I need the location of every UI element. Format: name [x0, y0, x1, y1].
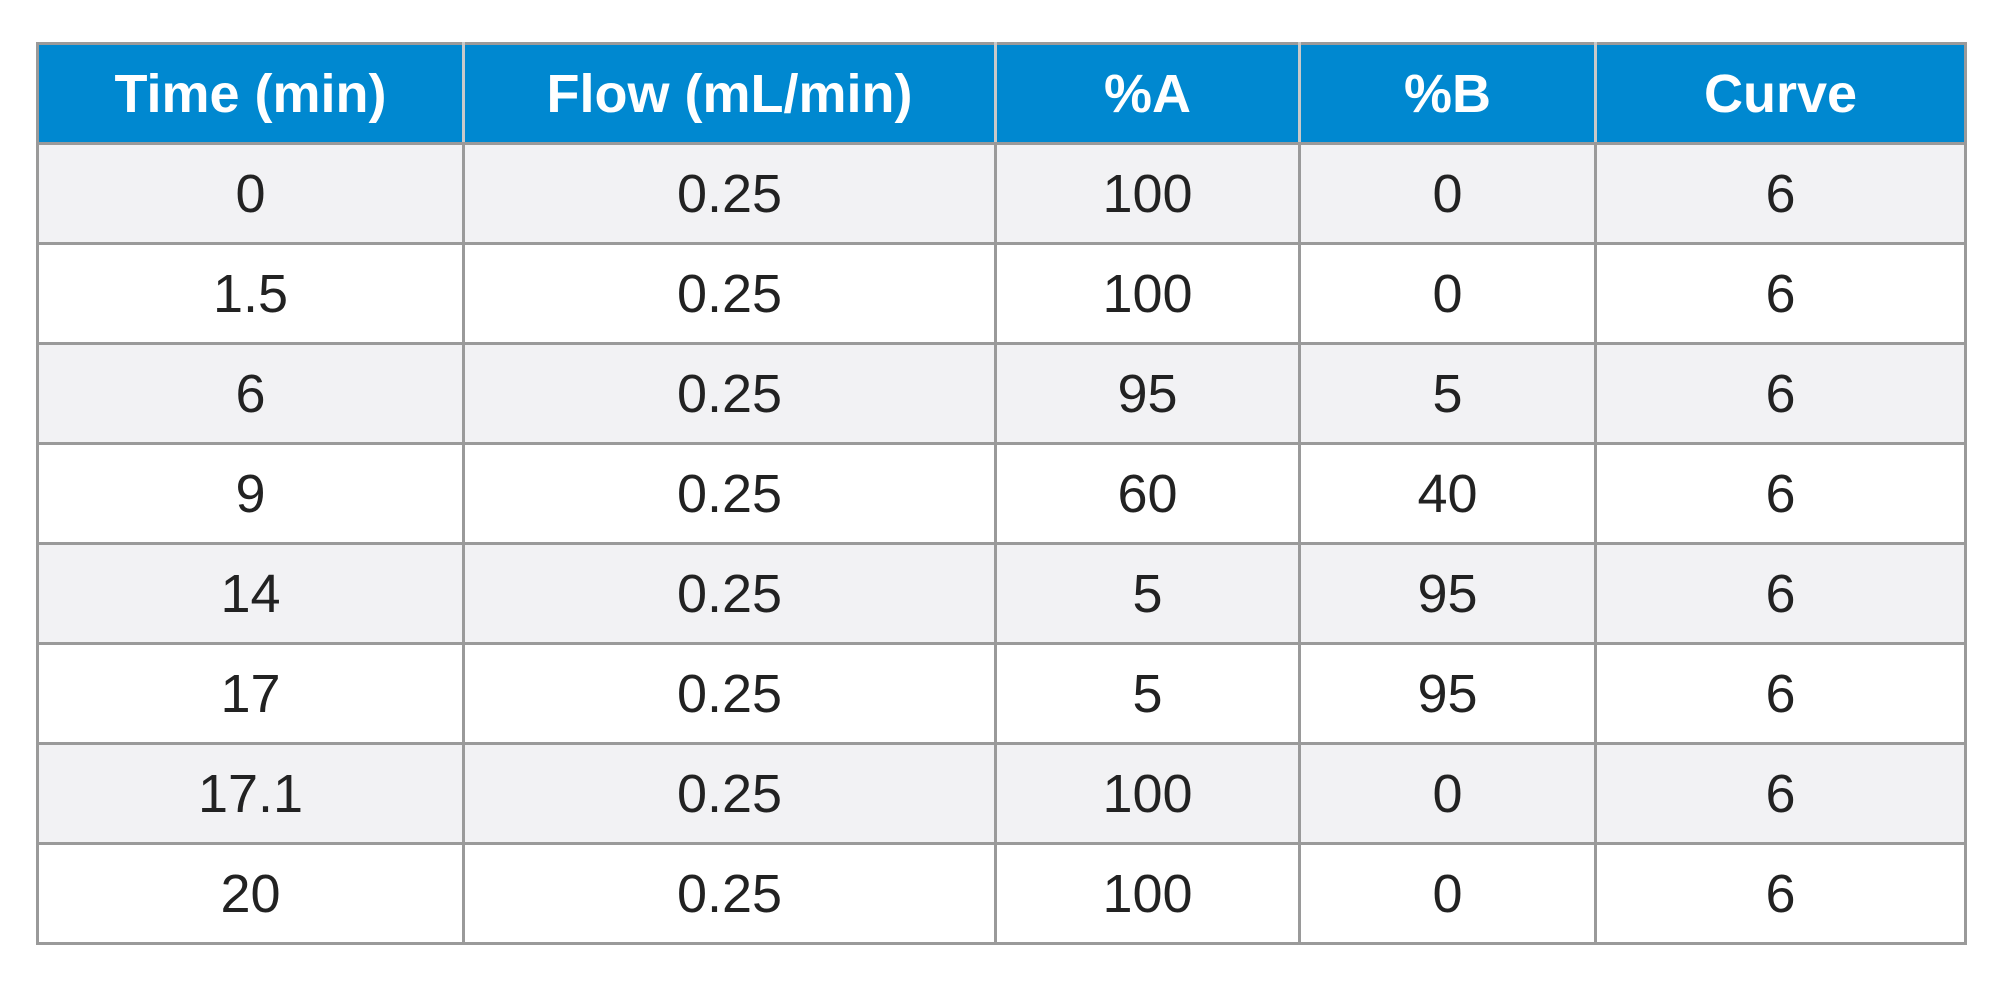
cell-percent-b: 5: [1298, 342, 1597, 445]
table-row: 1.5 0.25 100 0 6: [36, 242, 1967, 345]
cell-percent-a: 100: [994, 842, 1301, 945]
header-curve: Curve: [1594, 42, 1967, 145]
cell-percent-a: 5: [994, 642, 1301, 745]
table-row: 14 0.25 5 95 6: [36, 542, 1967, 645]
cell-percent-a: 100: [994, 142, 1301, 245]
cell-percent-b: 0: [1298, 242, 1597, 345]
table-row: 17 0.25 5 95 6: [36, 642, 1967, 745]
table-row: 20 0.25 100 0 6: [36, 842, 1967, 945]
cell-time: 6: [36, 342, 465, 445]
gradient-table: Time (min) Flow (mL/min) %A %B Curve 0 0…: [36, 42, 1967, 945]
cell-percent-a: 95: [994, 342, 1301, 445]
cell-curve: 6: [1594, 442, 1967, 545]
table-row: 17.1 0.25 100 0 6: [36, 742, 1967, 845]
cell-percent-b: 95: [1298, 542, 1597, 645]
cell-flow: 0.25: [462, 742, 997, 845]
cell-percent-a: 5: [994, 542, 1301, 645]
cell-flow: 0.25: [462, 142, 997, 245]
table-row: 6 0.25 95 5 6: [36, 342, 1967, 445]
cell-curve: 6: [1594, 342, 1967, 445]
cell-curve: 6: [1594, 242, 1967, 345]
cell-curve: 6: [1594, 742, 1967, 845]
cell-time: 17: [36, 642, 465, 745]
table-row: 9 0.25 60 40 6: [36, 442, 1967, 545]
cell-time: 14: [36, 542, 465, 645]
cell-curve: 6: [1594, 542, 1967, 645]
cell-time: 1.5: [36, 242, 465, 345]
header-percent-a: %A: [994, 42, 1301, 145]
header-row: Time (min) Flow (mL/min) %A %B Curve: [36, 42, 1967, 145]
cell-percent-b: 0: [1298, 742, 1597, 845]
header-percent-b: %B: [1298, 42, 1597, 145]
table-row: 0 0.25 100 0 6: [36, 142, 1967, 245]
cell-percent-b: 0: [1298, 842, 1597, 945]
cell-percent-a: 100: [994, 742, 1301, 845]
table-header: Time (min) Flow (mL/min) %A %B Curve: [36, 42, 1967, 145]
cell-curve: 6: [1594, 142, 1967, 245]
header-time: Time (min): [36, 42, 465, 145]
cell-time: 9: [36, 442, 465, 545]
cell-flow: 0.25: [462, 342, 997, 445]
cell-percent-a: 60: [994, 442, 1301, 545]
table-body: 0 0.25 100 0 6 1.5 0.25 100 0 6 6 0.25 9…: [36, 142, 1967, 945]
cell-percent-b: 0: [1298, 142, 1597, 245]
cell-percent-b: 95: [1298, 642, 1597, 745]
cell-curve: 6: [1594, 842, 1967, 945]
cell-flow: 0.25: [462, 842, 997, 945]
header-flow: Flow (mL/min): [462, 42, 997, 145]
cell-time: 0: [36, 142, 465, 245]
cell-time: 17.1: [36, 742, 465, 845]
cell-percent-b: 40: [1298, 442, 1597, 545]
gradient-table-container: Time (min) Flow (mL/min) %A %B Curve 0 0…: [36, 42, 1967, 945]
cell-flow: 0.25: [462, 442, 997, 545]
cell-flow: 0.25: [462, 542, 997, 645]
cell-percent-a: 100: [994, 242, 1301, 345]
cell-flow: 0.25: [462, 642, 997, 745]
cell-time: 20: [36, 842, 465, 945]
cell-flow: 0.25: [462, 242, 997, 345]
cell-curve: 6: [1594, 642, 1967, 745]
